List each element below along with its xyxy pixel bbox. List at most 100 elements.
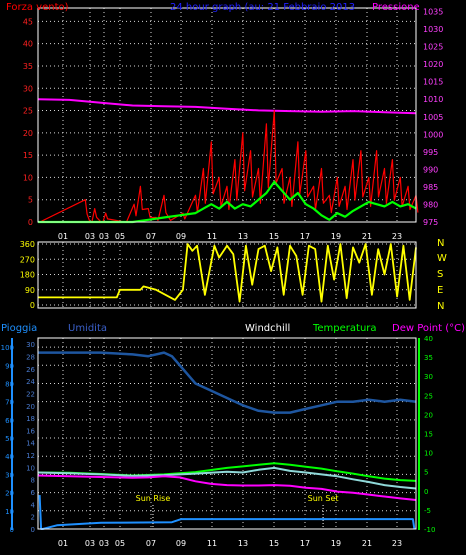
y-temp-tick-label: 35: [424, 354, 433, 362]
y-right-tick-label: 1035: [423, 8, 443, 17]
y-pioggia-tick-label: 20: [5, 490, 14, 498]
label-temperatura: Temperatura: [312, 323, 377, 334]
x-tick-label: 17: [300, 232, 310, 241]
y-umidita-tick-label: 12: [26, 452, 35, 460]
y-left-tick-label: 5: [28, 196, 33, 205]
y-pioggia-tick-label: 100: [1, 344, 14, 352]
y-temp-tick-label: 40: [424, 335, 433, 343]
y-left-tick-label: 25: [23, 107, 33, 116]
direction-label: N: [437, 301, 444, 312]
y-left-tick-label: 20: [23, 129, 33, 138]
x-tick-label: 19: [331, 232, 341, 241]
y-right-tick-label: 1010: [423, 95, 443, 104]
x-tick-label: 03: [85, 232, 95, 241]
x-tick-label: 21: [362, 232, 372, 241]
y-pioggia-tick-label: 80: [5, 380, 14, 388]
y-umidita-tick-label: 20: [26, 403, 35, 411]
x-tick-label: 11: [207, 232, 217, 241]
right-axis-label: Pressione: [372, 2, 420, 13]
y-right-tick-label: 1015: [423, 78, 443, 87]
y-temp-tick-label: 5: [424, 469, 428, 477]
plot-frame: [37, 7, 417, 223]
y-left-tick-label: 15: [23, 151, 33, 160]
y-pioggia-tick-label: 50: [5, 435, 14, 443]
x-tick-label: 21: [362, 539, 372, 548]
temperature-humidity-chart: Sun Rise Sun Set0102030405060708090100024…: [1, 323, 465, 548]
y-umidita-tick-label: 28: [26, 353, 35, 361]
x-tick-label: 15: [269, 539, 279, 548]
y-right-tick-label: 1020: [423, 60, 443, 69]
y-right-tick-label: 990: [423, 165, 438, 174]
y-umidita-tick-label: 6: [31, 489, 36, 497]
y-right-tick-label: 995: [423, 148, 438, 157]
x-tick-label: 09: [176, 232, 186, 241]
direction-label: S: [437, 269, 443, 280]
annotation-label: Sun Set: [308, 494, 339, 503]
y-umidita-tick-label: 30: [26, 341, 35, 349]
series-line-pioggia: [38, 495, 416, 530]
series-line-vento-medio: [38, 180, 417, 224]
y-umidita-tick-label: 0: [31, 526, 35, 534]
chart-title: 24 hour graph (au: 21 Febbraio 2013: [170, 2, 355, 13]
x-tick-label: 19: [331, 539, 341, 548]
y-umidita-tick-label: 10: [26, 464, 35, 472]
label-umidita: Umidita: [68, 323, 107, 334]
x-tick-label: 07: [146, 539, 156, 548]
x-tick-label: 23: [392, 232, 402, 241]
y-pioggia-tick-label: 90: [5, 362, 14, 370]
y-tick-label: 180: [20, 271, 35, 280]
y-right-tick-label: 975: [423, 218, 438, 227]
series-line-umidita: [38, 351, 417, 414]
y-tick-label: 0: [30, 301, 35, 310]
y-temp-tick-label: 10: [424, 450, 433, 458]
y-right-tick-label: 1005: [423, 113, 443, 122]
y-temp-tick-label: 20: [424, 411, 433, 419]
x-tick-label: 07: [146, 232, 156, 241]
y-temp-tick-label: 15: [424, 431, 433, 439]
plot-frame: [37, 337, 417, 530]
y-umidita-tick-label: 8: [31, 477, 35, 485]
y-left-tick-label: 10: [23, 173, 33, 182]
y-umidita-tick-label: 26: [26, 366, 35, 374]
y-pioggia-tick-label: 70: [5, 399, 14, 407]
x-tick-label: 03: [99, 539, 109, 548]
y-tick-label: 90: [25, 286, 35, 295]
left-axis-label: Forza vento): [6, 2, 69, 13]
x-tick-label: 03: [99, 232, 109, 241]
direction-label: W: [437, 253, 447, 264]
direction-label: N: [437, 238, 444, 249]
x-tick-label: 01: [58, 232, 68, 241]
x-tick-label: 01: [58, 539, 68, 548]
series-line-pressione: [37, 98, 417, 115]
y-temp-tick-label: 25: [424, 392, 433, 400]
x-tick-label: 15: [269, 232, 279, 241]
y-right-tick-label: 1025: [423, 43, 443, 52]
y-pioggia-tick-label: 40: [5, 453, 14, 461]
y-temp-tick-label: -10: [424, 526, 435, 534]
x-tick-label: 13: [238, 539, 248, 548]
y-umidita-tick-label: 2: [31, 514, 35, 522]
y-umidita-tick-label: 14: [26, 440, 35, 448]
y-left-tick-label: 0: [28, 218, 33, 227]
y-temp-tick-label: 30: [424, 373, 433, 381]
x-tick-label: 13: [238, 232, 248, 241]
plot-frame: [37, 241, 417, 309]
y-tick-label: 270: [20, 255, 35, 264]
y-right-tick-label: 1000: [423, 130, 443, 139]
y-umidita-tick-label: 4: [31, 501, 36, 509]
x-tick-label: 11: [207, 539, 217, 548]
series-line-dew-point: [37, 474, 417, 501]
y-umidita-tick-label: 22: [26, 390, 35, 398]
y-tick-label: 360: [20, 240, 35, 249]
x-tick-label: 23: [392, 539, 402, 548]
x-tick-label: 03: [85, 539, 95, 548]
y-pioggia-tick-label: 60: [5, 417, 14, 425]
y-pioggia-tick-label: 0: [10, 526, 14, 534]
y-left-tick-label: 30: [23, 84, 33, 93]
x-tick-label: 09: [176, 539, 186, 548]
y-umidita-tick-label: 16: [26, 427, 35, 435]
y-left-tick-label: 45: [23, 17, 33, 26]
y-temp-tick-label: 0: [424, 488, 428, 496]
